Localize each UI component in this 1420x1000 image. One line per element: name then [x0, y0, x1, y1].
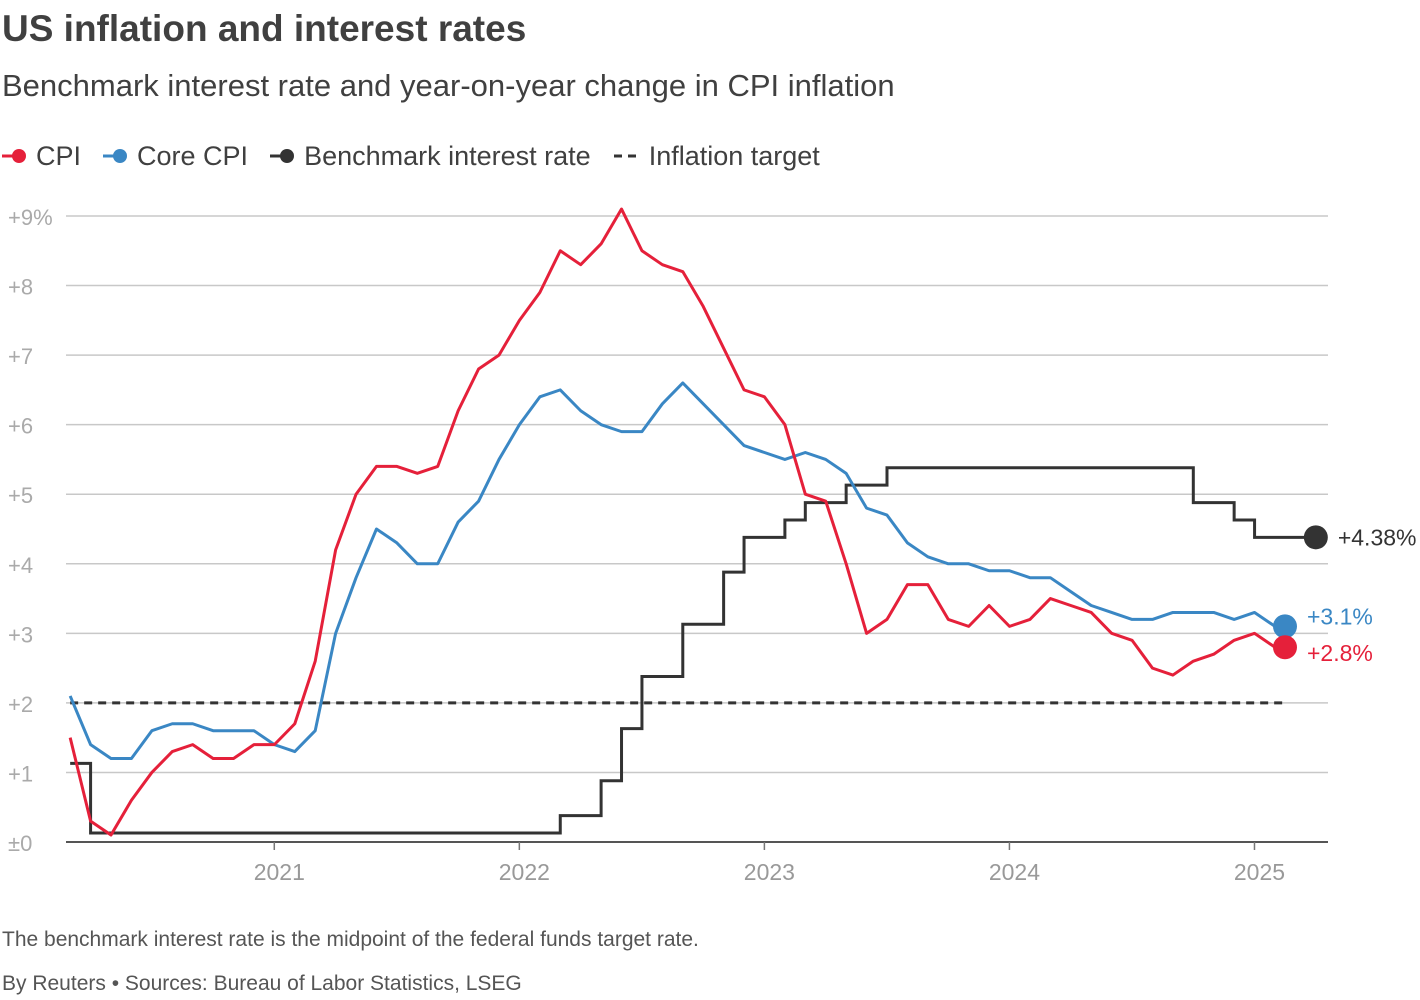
- cpi-end-label: +2.8%: [1307, 640, 1373, 666]
- y-tick-label-0: ±0: [8, 831, 32, 856]
- y-tick-label-6: +6: [8, 414, 33, 439]
- core-cpi-end-marker: [1272, 614, 1297, 639]
- x-tick-label-0: 2021: [254, 859, 305, 885]
- y-tick-label-7: +7: [8, 344, 33, 369]
- cpi-line: [68, 207, 1276, 837]
- x-tick-label-4: 2025: [1234, 859, 1285, 885]
- y-tick-label-9: +9%: [8, 205, 53, 230]
- legend-label-rate: Benchmark interest rate: [304, 140, 591, 171]
- y-tick-label-2: +2: [8, 692, 33, 717]
- legend-item-core-cpi: Core CPI: [103, 141, 248, 172]
- cpi-legend-swatch-icon: [2, 149, 26, 163]
- cpi-end-marker: [1272, 635, 1297, 660]
- legend-label-cpi: CPI: [36, 140, 82, 171]
- rate-end-marker: [1303, 525, 1328, 550]
- y-tick-label-1: +1: [8, 761, 33, 786]
- legend-item-target: Inflation target: [613, 141, 820, 172]
- x-tick-label-2: 2023: [744, 859, 795, 885]
- legend-label-target: Inflation target: [648, 140, 820, 171]
- legend: CPI Core CPI Benchmark interest rate Inf…: [2, 138, 842, 174]
- benchmark-rate-line: [70, 466, 1316, 835]
- chart-title: US inflation and interest rates: [2, 8, 527, 49]
- chart-subtitle: Benchmark interest rate and year-on-year…: [2, 68, 895, 103]
- y-tick-label-8: +8: [8, 275, 33, 300]
- x-tick-label-3: 2024: [989, 859, 1040, 885]
- legend-item-rate: Benchmark interest rate: [270, 141, 591, 172]
- legend-label-core-cpi: Core CPI: [137, 140, 249, 171]
- legend-item-cpi: CPI: [2, 141, 81, 172]
- chart-note: The benchmark interest rate is the midpo…: [2, 928, 699, 951]
- y-tick-label-3: +3: [8, 622, 33, 647]
- x-tick-label-1: 2022: [499, 859, 550, 885]
- rate-end-label: +4.38%: [1338, 524, 1417, 550]
- core-cpi-legend-swatch-icon: [103, 149, 128, 163]
- line-chart: ±0 +1 +2 +3 +4 +5 +6 +7 +8 +9% 2021 2022 2023 2024 202…: [8, 205, 1417, 885]
- core-cpi-line: [68, 381, 1276, 761]
- chart-source: By Reuters • Sources: Bureau of Labor St…: [2, 972, 522, 995]
- core-cpi-end-label: +3.1%: [1307, 603, 1373, 629]
- y-tick-label-4: +4: [8, 553, 33, 578]
- target-legend-swatch-icon: [613, 154, 642, 158]
- y-tick-label-5: +5: [8, 483, 33, 508]
- rate-legend-swatch-icon: [270, 149, 295, 163]
